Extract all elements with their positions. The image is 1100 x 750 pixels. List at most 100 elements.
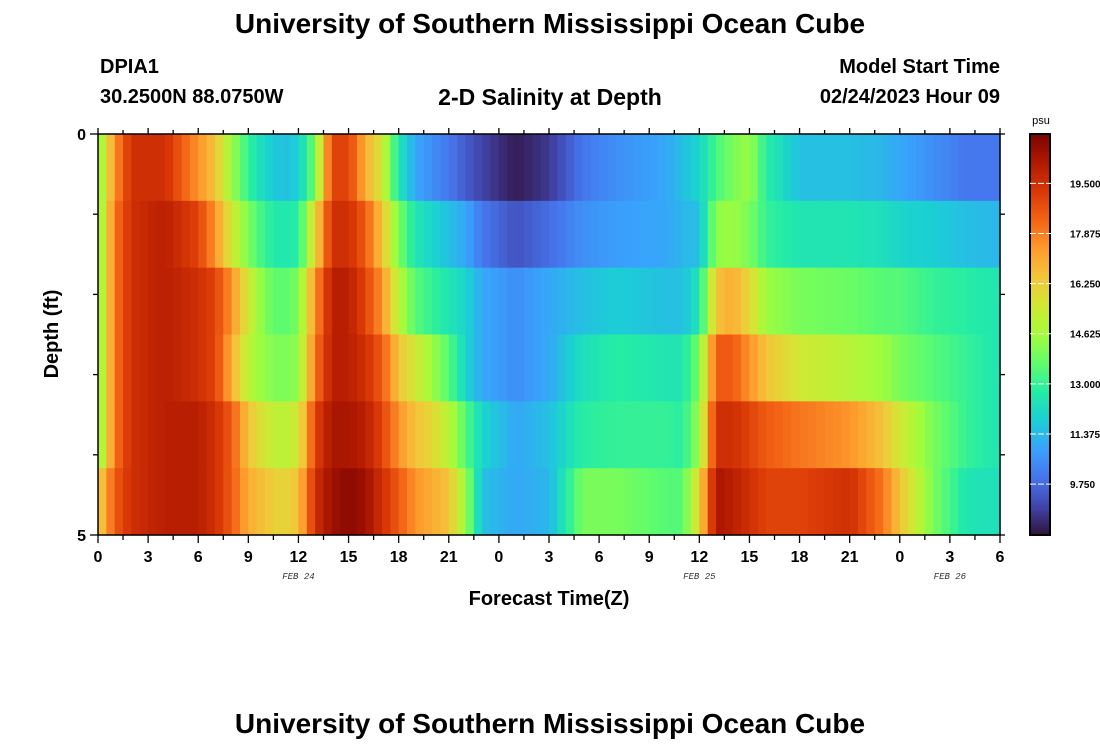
heatmap-cell bbox=[164, 200, 174, 269]
heatmap-cell bbox=[515, 200, 525, 269]
heatmap-cell bbox=[791, 134, 801, 202]
heatmap-cell bbox=[206, 401, 216, 469]
heatmap-cell bbox=[198, 200, 208, 269]
heatmap-cell bbox=[315, 267, 325, 336]
heatmap-cell bbox=[306, 267, 316, 336]
heatmap-cell bbox=[348, 334, 358, 402]
heatmap-cell bbox=[766, 200, 776, 269]
heatmap-cell bbox=[916, 200, 926, 269]
heatmap-cell bbox=[181, 334, 191, 402]
heatmap-cell bbox=[398, 134, 408, 202]
heatmap-cell bbox=[991, 267, 1001, 336]
heatmap-cell bbox=[699, 134, 709, 202]
heatmap-cell bbox=[590, 134, 600, 202]
heatmap-cell bbox=[198, 334, 208, 402]
heatmap-cell bbox=[340, 134, 350, 202]
colorbar-segment bbox=[1030, 379, 1050, 383]
heatmap-cell bbox=[807, 468, 817, 536]
colorbar-segment bbox=[1030, 269, 1050, 273]
heatmap-cell bbox=[523, 200, 533, 269]
heatmap-cell bbox=[640, 401, 650, 469]
heatmap-cell bbox=[991, 468, 1001, 536]
heatmap-cell bbox=[690, 401, 700, 469]
heatmap-cell bbox=[148, 401, 158, 469]
heatmap-cell bbox=[423, 200, 433, 269]
colorbar-segment bbox=[1030, 412, 1050, 416]
heatmap-cell bbox=[198, 468, 208, 536]
heatmap-cell bbox=[248, 134, 258, 202]
colorbar-segment bbox=[1030, 149, 1050, 153]
heatmap-cell bbox=[899, 267, 909, 336]
colorbar-segment bbox=[1030, 467, 1050, 471]
heatmap-cell bbox=[824, 334, 834, 402]
heatmap-cell bbox=[974, 401, 984, 469]
colorbar-segment bbox=[1030, 324, 1050, 328]
heatmap-cell bbox=[323, 401, 333, 469]
heatmap-cell bbox=[791, 468, 801, 536]
heatmap-cell bbox=[832, 267, 842, 336]
heatmap-cell bbox=[958, 134, 968, 202]
x-tick-label: 21 bbox=[440, 549, 458, 566]
heatmap-cell bbox=[415, 468, 425, 536]
model-start-value: 02/24/2023 Hour 09 bbox=[819, 86, 1000, 108]
heatmap-cell bbox=[123, 200, 133, 269]
colorbar-segment bbox=[1030, 259, 1050, 263]
heatmap-cell bbox=[707, 267, 717, 336]
heatmap-cell bbox=[256, 134, 266, 202]
heatmap-cell bbox=[298, 401, 308, 469]
heatmap-cell bbox=[507, 267, 517, 336]
heatmap-cell bbox=[331, 401, 341, 469]
heatmap-cell bbox=[908, 267, 918, 336]
heatmap-cell bbox=[507, 334, 517, 402]
heatmap-cell bbox=[265, 267, 274, 336]
heatmap-cell bbox=[624, 468, 634, 536]
heatmap-cell bbox=[398, 200, 408, 269]
colorbar-segment bbox=[1030, 517, 1050, 521]
colorbar-segment bbox=[1030, 397, 1050, 401]
colorbar-segment bbox=[1030, 407, 1050, 411]
heatmap-cell bbox=[991, 401, 1001, 469]
heatmap-cell bbox=[924, 401, 934, 469]
heatmap-cell bbox=[365, 267, 375, 336]
heatmap-cell bbox=[348, 134, 358, 202]
heatmap-cell bbox=[690, 267, 700, 336]
heatmap-cell bbox=[390, 267, 400, 336]
heatmap-cell bbox=[615, 468, 625, 536]
heatmap-cell bbox=[682, 134, 692, 202]
heatmap-cell bbox=[741, 468, 751, 536]
colorbar-segment bbox=[1030, 229, 1050, 233]
heatmap-cell bbox=[507, 468, 517, 536]
heatmap-cell bbox=[114, 200, 124, 269]
colorbar-segment bbox=[1030, 469, 1050, 473]
heatmap-cell bbox=[348, 468, 358, 536]
colorbar-segment bbox=[1030, 169, 1050, 173]
heatmap-cell bbox=[498, 334, 508, 402]
chart-subtitle: 2-D Salinity at Depth bbox=[438, 84, 662, 110]
heatmap-cell bbox=[540, 468, 550, 536]
heatmap-cell bbox=[540, 200, 550, 269]
heatmap-cell bbox=[824, 401, 834, 469]
x-tick-label: 15 bbox=[741, 549, 759, 566]
heatmap-cell bbox=[432, 267, 442, 336]
heatmap-cell bbox=[983, 267, 993, 336]
heatmap-cell bbox=[774, 401, 784, 469]
heatmap-cell bbox=[724, 401, 734, 469]
colorbar-segment bbox=[1030, 399, 1050, 403]
colorbar-segment bbox=[1030, 529, 1050, 534]
colorbar-segment bbox=[1030, 437, 1050, 441]
heatmap-cell bbox=[933, 334, 943, 402]
heatmap-cell bbox=[966, 401, 976, 469]
heatmap-cell bbox=[465, 267, 475, 336]
heatmap-cell bbox=[966, 134, 976, 202]
colorbar-segment bbox=[1030, 422, 1050, 426]
heatmap-cell bbox=[473, 401, 483, 469]
colorbar-segment bbox=[1030, 194, 1050, 198]
heatmap-cell bbox=[482, 200, 492, 269]
heatmap-cell bbox=[774, 334, 784, 402]
heatmap-cell bbox=[816, 134, 826, 202]
heatmap-cell bbox=[724, 468, 734, 536]
heatmap-cell bbox=[415, 134, 425, 202]
heatmap-cell bbox=[173, 468, 183, 536]
heatmap-cell bbox=[841, 134, 851, 202]
colorbar-segment bbox=[1030, 291, 1050, 295]
